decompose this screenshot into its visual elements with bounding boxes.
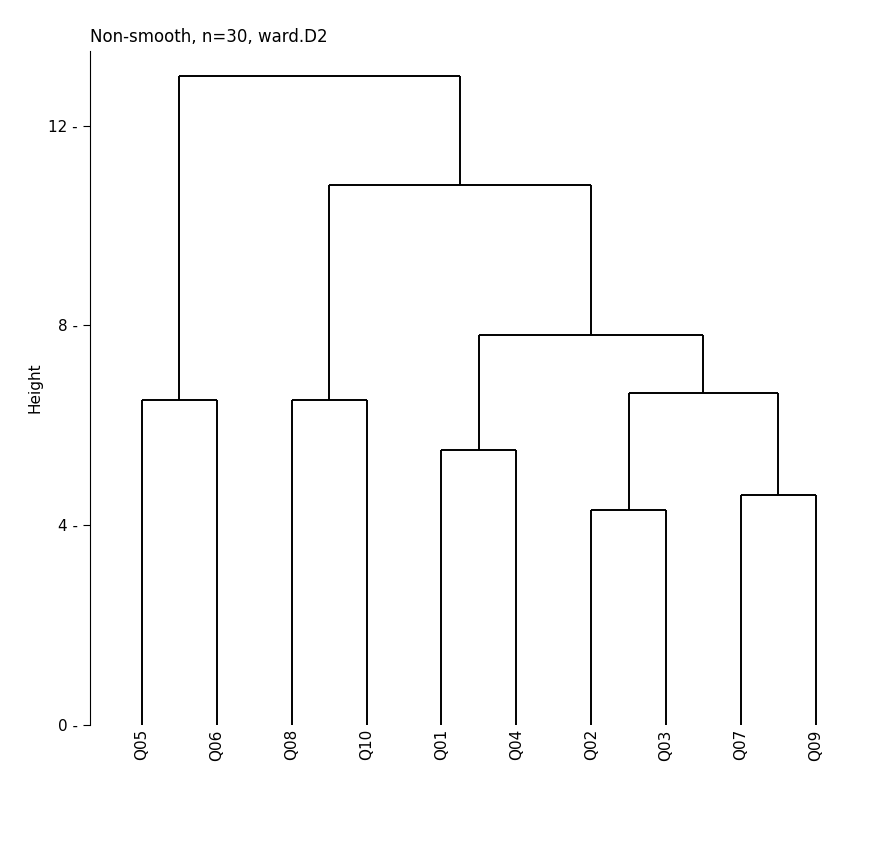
Y-axis label: Height: Height: [28, 362, 43, 413]
Text: Non-smooth, n=30, ward.D2: Non-smooth, n=30, ward.D2: [89, 29, 327, 46]
